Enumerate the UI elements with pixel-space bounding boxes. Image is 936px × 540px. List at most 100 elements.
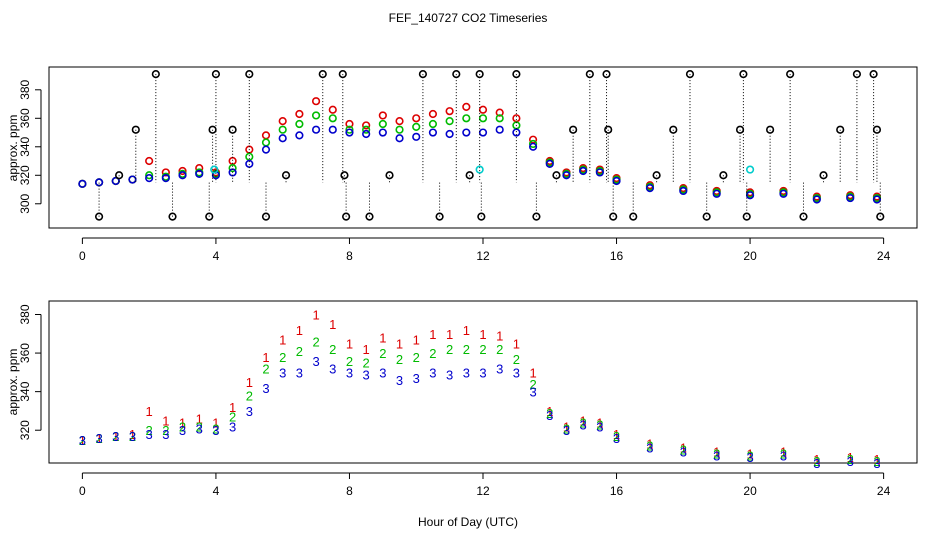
top-x-tick-label: 0 <box>79 249 86 263</box>
top-x-tick-label: 12 <box>476 249 490 263</box>
bottom-series-1-point: 1 <box>229 400 236 415</box>
bottom-series-3-point: 3 <box>379 365 386 380</box>
top-series-1-point <box>345 119 354 129</box>
top-series-2-point <box>311 111 321 120</box>
top-series-3-point <box>161 174 170 183</box>
bottom-series-2-point: 2 <box>246 389 253 404</box>
top-series-2-point <box>462 114 471 123</box>
top-plot-frame <box>48 66 918 229</box>
bottom-series-1-point: 1 <box>112 429 119 444</box>
bottom-series-3-point: 3 <box>246 404 253 419</box>
bottom-series-1-point: 1 <box>479 327 486 342</box>
top-outlier-point <box>418 70 428 79</box>
bottom-series-2-point: 2 <box>212 421 219 436</box>
bottom-series-2-point: 2 <box>196 419 203 434</box>
top-outlier-point <box>604 125 613 134</box>
top-y-tick-label: 340 <box>18 136 32 156</box>
bottom-series-3-point: 3 <box>563 423 570 438</box>
top-outlier-point <box>208 125 217 134</box>
bottom-series-3-point: 3 <box>112 429 119 444</box>
bottom-series-3-point: 3 <box>580 417 587 432</box>
top-outlier-point <box>869 70 878 79</box>
top-outlier-point <box>475 70 484 79</box>
bottom-series-3-point: 3 <box>746 450 753 465</box>
bottom-series-2-point: 2 <box>613 429 620 444</box>
top-outlier-point <box>669 125 678 134</box>
bottom-series-3-point: 3 <box>496 362 503 377</box>
bottom-series-2-point: 2 <box>329 342 336 357</box>
bottom-series-1-point: 1 <box>329 317 336 332</box>
top-series-3-point <box>846 193 855 203</box>
top-outlier-point <box>766 125 775 134</box>
top-x-tick-label: 24 <box>877 249 891 263</box>
bottom-series-3-point: 3 <box>513 365 520 380</box>
bottom-series-3-point: 3 <box>129 429 136 444</box>
top-series-2-point <box>528 139 538 149</box>
bottom-series-2-point: 2 <box>379 346 386 361</box>
bottom-series-3-point: 3 <box>813 456 820 471</box>
top-series-flag-point <box>745 165 755 174</box>
bottom-series-2-point: 2 <box>780 446 787 461</box>
top-outlier-point <box>742 212 751 221</box>
top-outlier-point <box>602 70 611 79</box>
top-outlier-point <box>629 212 638 221</box>
bottom-series-3-point: 3 <box>179 423 186 438</box>
top-series-2-point <box>378 119 387 129</box>
bottom-series-3-point: 3 <box>446 367 453 382</box>
bottom-series-2-point: 2 <box>129 429 136 444</box>
bottom-series-2-point: 2 <box>262 362 269 377</box>
top-outlier-point <box>872 125 882 134</box>
bottom-series-1-point: 1 <box>296 323 303 338</box>
bottom-series-2-point: 2 <box>680 443 687 458</box>
bottom-series-1-point: 1 <box>162 414 169 429</box>
top-series-3-point <box>779 189 788 198</box>
bottom-series-3-point: 3 <box>296 365 303 380</box>
top-outlier-point <box>685 70 695 79</box>
top-series-3-point <box>428 128 438 137</box>
bottom-series-3-point: 3 <box>95 431 102 446</box>
top-y-tick-label: 360 <box>18 108 32 128</box>
bottom-ylabel: approx. ppm <box>6 349 20 416</box>
bottom-series-3-point: 3 <box>346 365 353 380</box>
bottom-series-2-point: 2 <box>279 350 286 365</box>
top-series-2-point <box>345 125 354 134</box>
top-outlier-point <box>452 70 461 79</box>
top-series-3-point <box>328 125 337 134</box>
bottom-series-1-point: 1 <box>262 350 269 365</box>
top-series-2-point <box>145 171 154 180</box>
bottom-y-tick-label: 320 <box>18 420 32 440</box>
top-series-2-point <box>412 122 421 131</box>
bottom-series-3-point: 3 <box>780 448 787 463</box>
bottom-series-1-point: 1 <box>379 331 386 346</box>
bottom-series-2-point: 2 <box>413 350 420 365</box>
top-series-3-point <box>612 176 621 186</box>
top-series-1-point <box>278 117 287 126</box>
top-outlier-point <box>477 212 486 221</box>
top-y-tick-label: 380 <box>18 79 32 99</box>
top-outlier-point <box>228 125 237 134</box>
bottom-series-3-point: 3 <box>713 448 720 463</box>
top-series-3-point <box>378 128 387 137</box>
bottom-series-1-point: 1 <box>413 333 420 348</box>
figure-title: FEF_140727 CO2 Timeseries <box>389 11 548 25</box>
top-series-2-point <box>395 125 404 134</box>
bottom-series-3-point: 3 <box>329 362 336 377</box>
top-series-1-point <box>395 117 404 126</box>
bottom-x-tick-label: 20 <box>743 484 757 498</box>
bottom-series-2-point: 2 <box>496 342 503 357</box>
top-series-2-point <box>295 119 304 129</box>
top-series-3-point <box>478 128 488 137</box>
bottom-series-3-point: 3 <box>873 456 880 471</box>
top-series-1-point <box>512 114 521 123</box>
bottom-series-2-point: 2 <box>746 448 753 463</box>
top-series-1-point <box>412 114 421 123</box>
bottom-series-2-point: 2 <box>79 433 86 448</box>
bottom-series-1-point: 1 <box>513 336 520 351</box>
top-series-3-point <box>595 168 604 177</box>
bottom-x-tick-label: 12 <box>476 484 490 498</box>
top-outlier-point <box>552 171 561 180</box>
top-series-3-point <box>462 128 471 137</box>
top-series-3-point <box>145 174 154 183</box>
top-outlier-point <box>786 70 795 79</box>
